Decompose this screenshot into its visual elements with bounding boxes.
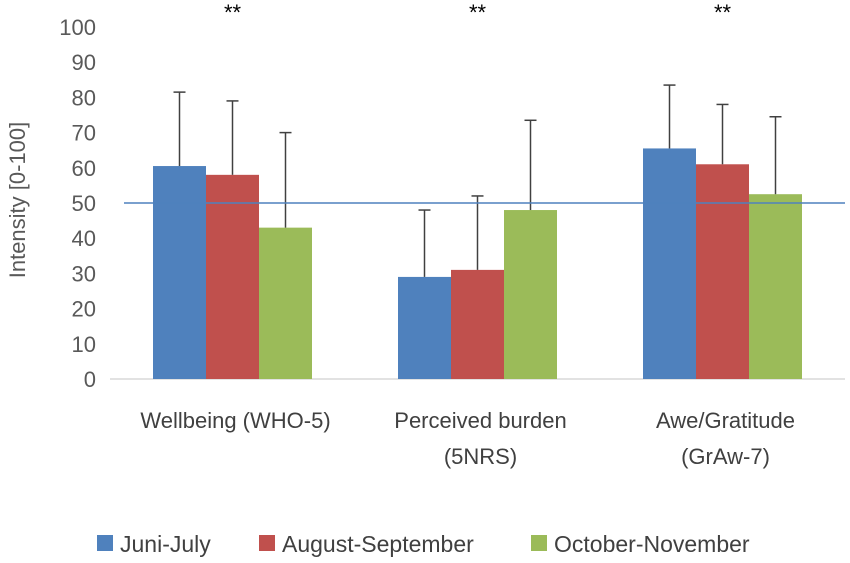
category-labels: Wellbeing (WHO-5) Perceived burden (5NRS) A… (140, 408, 795, 469)
bar-1-3 (643, 148, 696, 379)
error-bars-group (173, 84, 782, 277)
y-tick-label: 0 (84, 367, 96, 392)
bar-2-1 (206, 174, 259, 379)
y-tick-label: 90 (72, 50, 96, 75)
legend-swatch (259, 535, 275, 551)
bar-3-3 (749, 194, 802, 379)
y-tick-label: 60 (72, 156, 96, 181)
bar-3-2 (504, 210, 557, 379)
category-label: Awe/Gratitude (656, 408, 795, 433)
y-tick-label: 30 (72, 261, 96, 286)
y-axis-ticks: 0 10 20 30 40 50 60 70 80 90 100 (59, 15, 96, 392)
legend-swatch (97, 535, 113, 551)
significance-marker: ** (469, 0, 487, 25)
y-tick-label: 50 (72, 191, 96, 216)
y-tick-label: 100 (59, 15, 96, 40)
category-label: Wellbeing (WHO-5) (140, 408, 330, 433)
legend-swatch (531, 535, 547, 551)
category-label: (GrAw-7) (681, 444, 770, 469)
bar-2-3 (696, 164, 749, 379)
significance-marker: ** (224, 0, 242, 25)
category-label: (5NRS) (444, 444, 517, 469)
legend-label: Juni-July (120, 531, 211, 557)
legend: Juni-July August-September October-Novembe… (97, 531, 750, 557)
y-tick-label: 10 (72, 332, 96, 357)
y-tick-label: 70 (72, 121, 96, 146)
y-tick-label: 80 (72, 85, 96, 110)
bars-group (153, 148, 802, 379)
y-tick-label: 40 (72, 226, 96, 251)
significance-marker: ** (714, 0, 732, 25)
legend-label: August-September (282, 531, 474, 557)
bar-2-2 (451, 269, 504, 379)
legend-label: October-November (554, 531, 750, 557)
bar-1-1 (153, 166, 206, 379)
y-axis-title-group: Intensity [0-100] (5, 122, 30, 279)
category-label: Perceived burden (394, 408, 566, 433)
bar-1-2 (398, 276, 451, 379)
y-axis-label: Intensity [0-100] (5, 122, 30, 279)
significance-markers: ** ** ** (224, 0, 732, 25)
bar-3-1 (259, 227, 312, 379)
y-tick-label: 20 (72, 297, 96, 322)
